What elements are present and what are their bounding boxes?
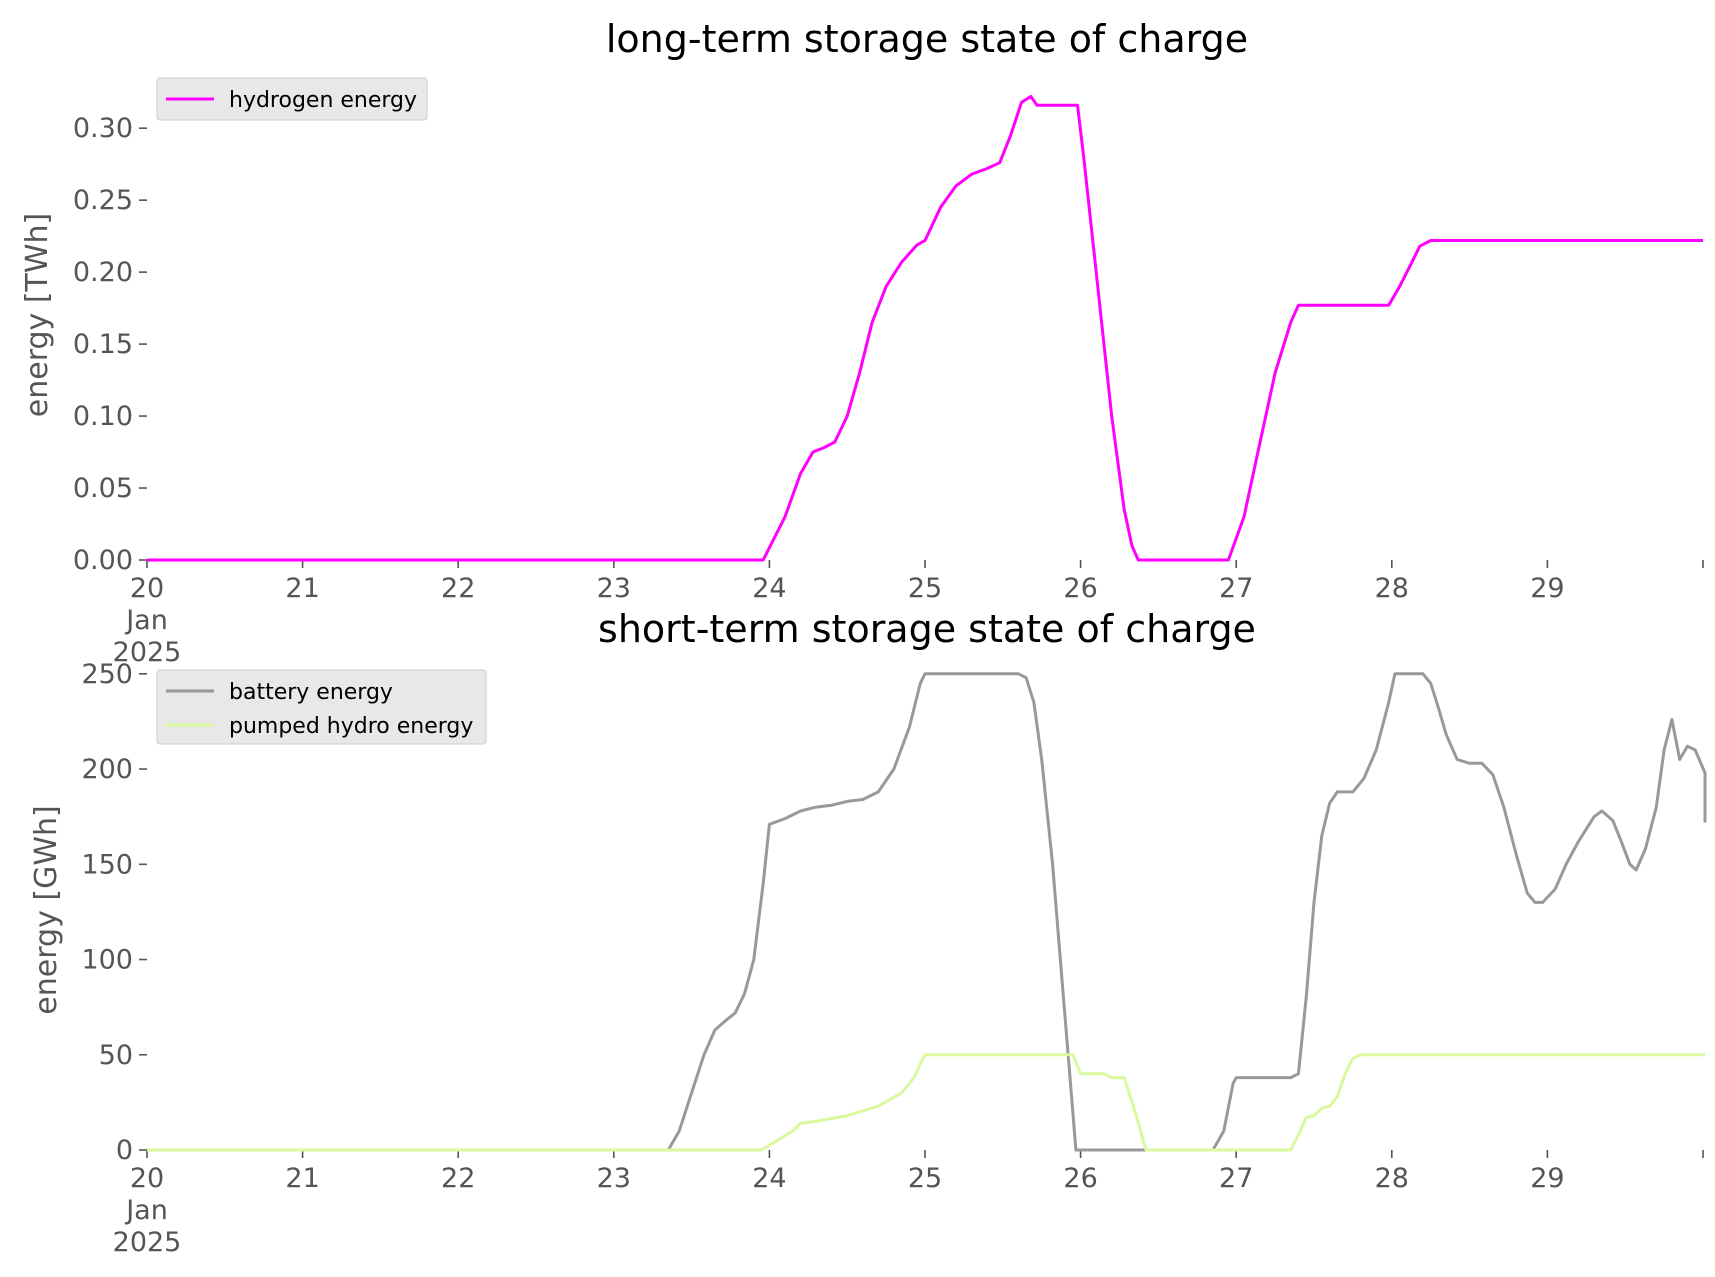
y-tick-label: 0.30 <box>73 113 133 144</box>
short-term-storage-panel: short-term storage state of charge energ… <box>29 607 1707 1258</box>
x-tick-label: 26 <box>1063 1163 1097 1194</box>
x-tick-label: 21 <box>285 573 319 604</box>
y-tick-label: 0.10 <box>73 401 133 432</box>
x-tick-label: 23 <box>597 573 631 604</box>
y-tick-label: 150 <box>81 849 133 880</box>
legend: hydrogen energy <box>156 77 428 121</box>
y-tick-label: 0.20 <box>73 257 133 288</box>
series-line-pumped-hydro-energy <box>147 1053 1705 1152</box>
x-tick-label: 25 <box>908 573 942 604</box>
legend: battery energy pumped hydro energy <box>156 669 487 745</box>
x-tick-label: 22 <box>441 573 475 604</box>
legend-label: battery energy <box>229 680 393 705</box>
x-tick-label: 21 <box>285 1163 319 1194</box>
series-line-hydrogen-energy <box>147 95 1703 562</box>
y-tick-label: 50 <box>99 1040 133 1071</box>
legend-box <box>156 669 487 745</box>
y-tick-label: 0.15 <box>73 329 133 360</box>
x-tick-label: 24 <box>752 1163 786 1194</box>
legend-label: hydrogen energy <box>229 88 417 113</box>
y-tick-label: 0.00 <box>73 545 133 576</box>
x-tick-label: 27 <box>1219 573 1253 604</box>
x-tick-sublabel: Jan <box>124 605 168 636</box>
axes: 0.00 0.05 0.10 0.15 0.20 0.25 0.30 20 21 22 23 24 25… <box>73 113 1704 668</box>
long-term-storage-panel: long-term storage state of charge energy… <box>20 17 1704 668</box>
x-tick-sublabel: Jan <box>124 1195 168 1226</box>
x-tick-sublabel: 2025 <box>113 1227 182 1258</box>
plot-lines <box>147 672 1707 1152</box>
x-tick-label: 28 <box>1375 1163 1409 1194</box>
x-tick-label: 22 <box>441 1163 475 1194</box>
y-tick-label: 0 <box>116 1135 133 1166</box>
chart-title: short-term storage state of charge <box>598 607 1256 651</box>
series-line-battery-energy <box>147 672 1707 1152</box>
x-tick-label: 27 <box>1219 1163 1253 1194</box>
y-tick-label: 0.05 <box>73 473 133 504</box>
x-tick-label: 24 <box>752 573 786 604</box>
legend-label: pumped hydro energy <box>229 714 473 739</box>
x-tick-label: 20 <box>130 573 164 604</box>
y-axis-label: energy [GWh] <box>29 805 64 1014</box>
x-tick-label: 29 <box>1530 1163 1564 1194</box>
y-tick-label: 200 <box>81 754 133 785</box>
y-tick-label: 0.25 <box>73 185 133 216</box>
y-axis-label: energy [TWh] <box>20 213 55 417</box>
x-tick-label: 28 <box>1375 573 1409 604</box>
legend-box <box>156 77 428 121</box>
x-tick-label: 29 <box>1530 573 1564 604</box>
x-tick-sublabel: 2025 <box>113 637 182 668</box>
chart-title: long-term storage state of charge <box>606 17 1248 61</box>
x-tick-label: 25 <box>908 1163 942 1194</box>
y-tick-label: 100 <box>81 945 133 976</box>
y-tick-label: 250 <box>81 659 133 690</box>
plot-lines <box>147 95 1703 562</box>
x-tick-label: 23 <box>597 1163 631 1194</box>
x-tick-label: 20 <box>130 1163 164 1194</box>
axes: 0 50 100 150 200 250 20 21 22 23 24 25 26 27 28 29 Jan20… <box>81 659 1704 1258</box>
x-tick-label: 26 <box>1063 573 1097 604</box>
